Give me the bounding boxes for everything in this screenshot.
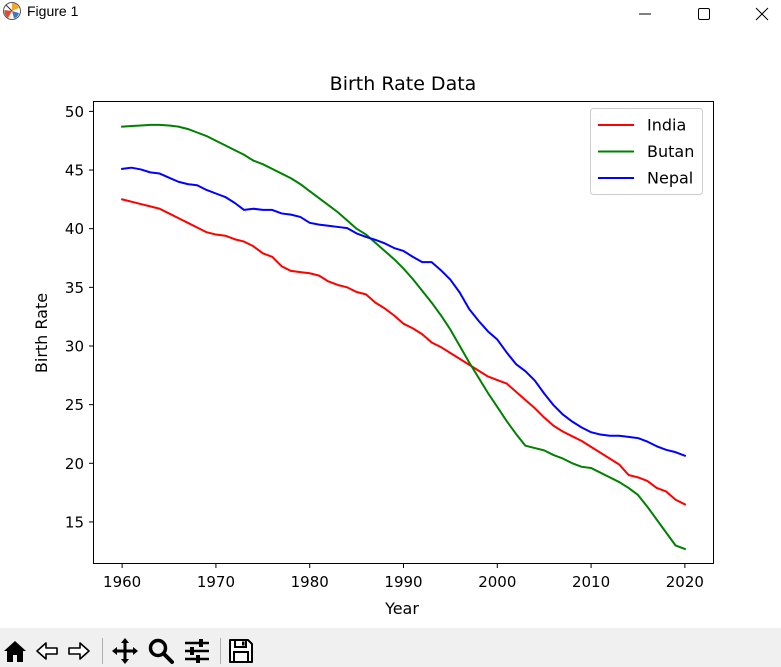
title-bar: Figure 1 <box>0 0 781 27</box>
y-tick-label: 45 <box>65 162 84 180</box>
close-icon <box>755 7 769 20</box>
y-axis-label: Birth Rate <box>32 293 51 373</box>
configure-subplots-icon <box>185 639 209 663</box>
plot-lines <box>120 123 687 551</box>
back-button[interactable] <box>32 637 62 665</box>
navigation-toolbar <box>0 628 781 667</box>
figure-canvas[interactable]: Birth Rate Data 1960 1970 1980 1990 2000 2010… <box>0 27 781 628</box>
home-icon <box>4 641 26 662</box>
y-axis: 15 20 25 30 35 40 45 50 <box>65 103 94 531</box>
x-tick-label: 2020 <box>666 573 704 591</box>
home-button[interactable] <box>0 637 30 665</box>
x-tick-label: 1970 <box>197 573 235 591</box>
legend-box <box>590 108 703 195</box>
maximize-icon <box>698 7 710 20</box>
close-button[interactable] <box>739 0 781 27</box>
y-tick-label: 40 <box>65 220 84 238</box>
legend-label-butan: Butan <box>647 142 694 161</box>
save-icon <box>229 639 253 663</box>
toolbar-separator <box>220 638 221 664</box>
x-tick-label: 2010 <box>572 573 610 591</box>
window-title: Figure 1 <box>27 3 79 19</box>
maximize-button[interactable] <box>681 0 727 27</box>
series-line-nepal <box>121 166 687 457</box>
y-tick-label: 35 <box>65 279 84 297</box>
toolbar-separator <box>102 638 103 664</box>
legend-label-nepal: Nepal <box>647 169 693 188</box>
x-axis: 1960 1970 1980 1990 2000 2010 2020 <box>103 563 704 591</box>
save-button[interactable] <box>226 637 256 665</box>
minimize-icon <box>639 13 651 14</box>
forward-icon <box>68 642 90 660</box>
y-tick-label: 25 <box>65 396 84 414</box>
legend: India Butan Nepal <box>590 108 703 195</box>
pan-button[interactable] <box>110 637 140 665</box>
zoom-icon <box>148 638 174 664</box>
pan-icon <box>112 638 138 664</box>
x-axis-label: Year <box>384 599 419 618</box>
series-line-india <box>120 198 687 506</box>
zoom-button[interactable] <box>146 637 176 665</box>
legend-label-india: India <box>647 116 686 135</box>
x-tick-label: 1990 <box>384 573 422 591</box>
y-tick-label: 30 <box>65 337 84 355</box>
y-tick-label: 20 <box>65 455 84 473</box>
x-tick-label: 1960 <box>103 573 141 591</box>
series-line-butan <box>121 123 687 551</box>
configure-subplots-button[interactable] <box>182 637 212 665</box>
y-tick-label: 50 <box>65 103 84 121</box>
y-tick-label: 15 <box>65 513 84 531</box>
matplotlib-logo-icon <box>3 2 21 20</box>
chart-title: Birth Rate Data <box>330 73 477 95</box>
forward-button[interactable] <box>64 637 94 665</box>
x-tick-label: 2000 <box>478 573 516 591</box>
minimize-button[interactable] <box>622 0 668 27</box>
line-chart: Birth Rate Data 1960 1970 1980 1990 2000 2010… <box>32 73 714 618</box>
x-tick-label: 1980 <box>291 573 329 591</box>
back-icon <box>36 642 58 660</box>
